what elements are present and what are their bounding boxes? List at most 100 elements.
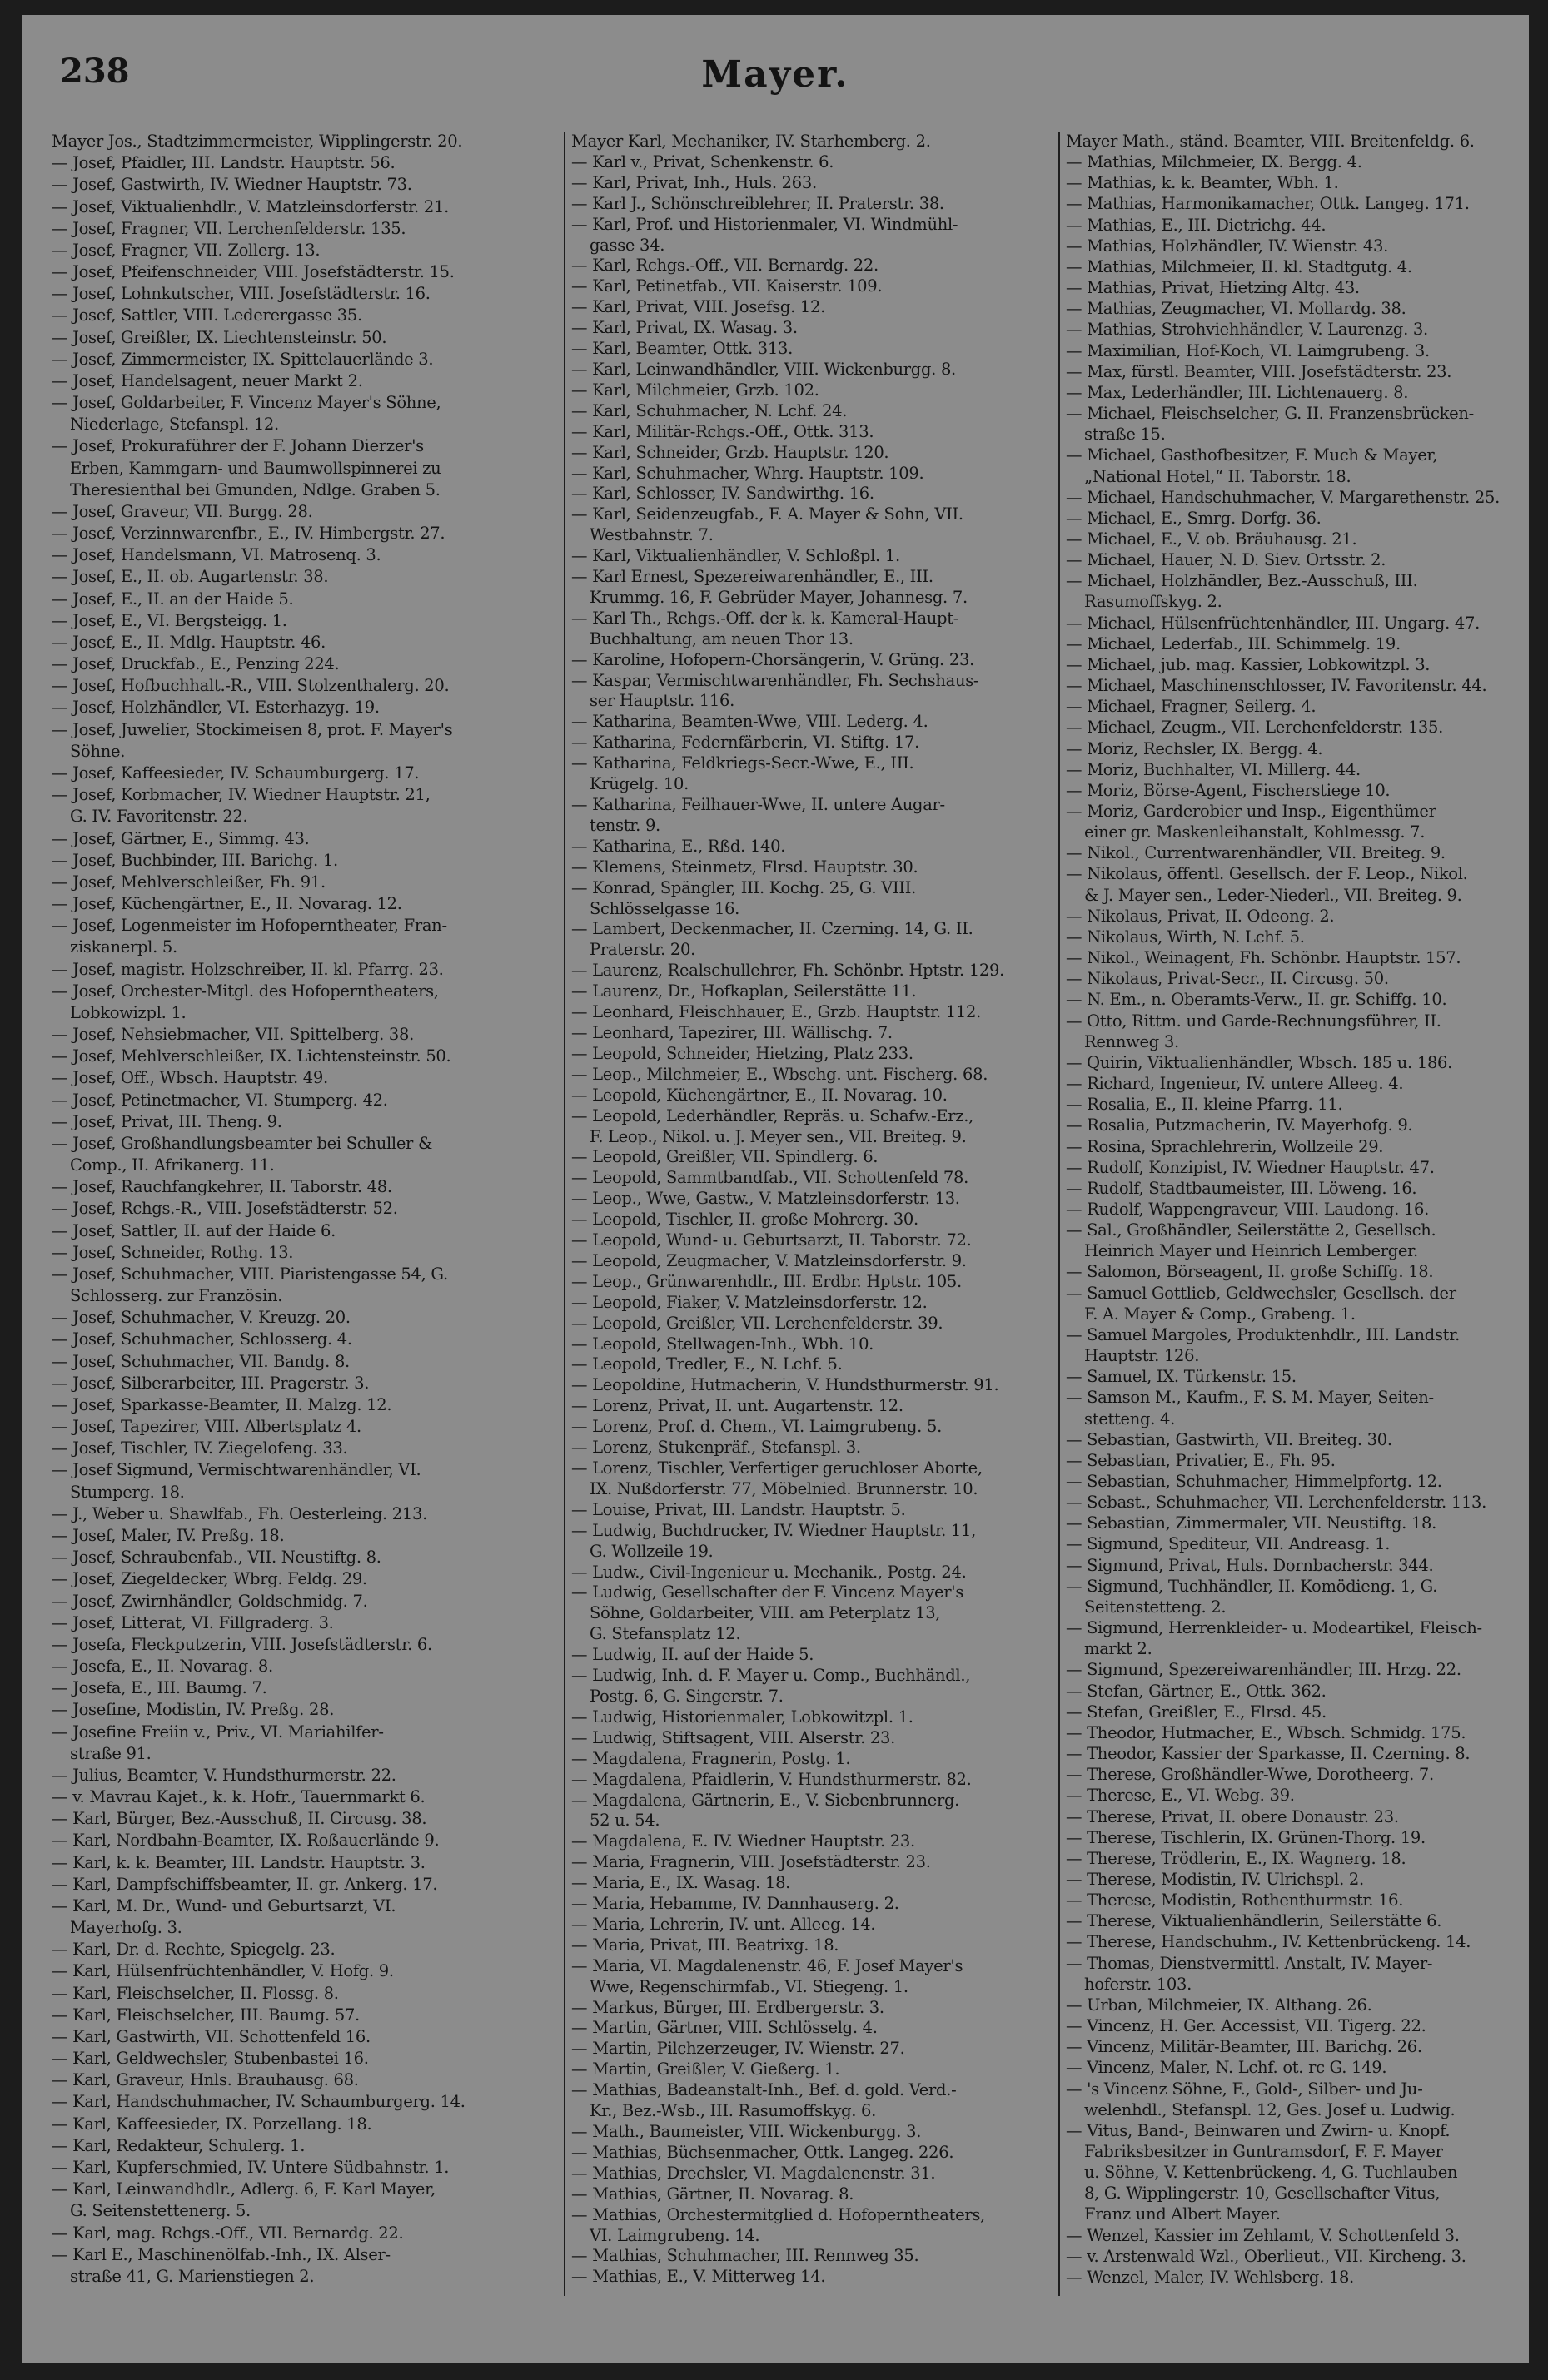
entry-column: Mayer Jos., Stadtzimmermeister, Wippling… xyxy=(52,132,558,2288)
entry-line: — Josef, Großhandlungsbeamter bei Schull… xyxy=(52,1133,433,1153)
entry-line: — Josef, Schuhmacher, Schlosserg. 4. xyxy=(52,1329,352,1349)
entry-line: — Karl, Fleischselcher, III. Baumg. 57. xyxy=(52,2005,360,2025)
entry-line: — Josef, Rauchfangkehrer, II. Taborstr. … xyxy=(52,1177,392,1197)
entry-line: — Louise, Privat, III. Landstr. Hauptstr… xyxy=(571,1499,906,1519)
entry-line: Hauptstr. 126. xyxy=(1084,1346,1200,1366)
entry-line: — Therese, Trödlerin, E., IX. Wagnerg. 1… xyxy=(1066,1848,1406,1868)
entry-line: — Sebastian, Gastwirth, VII. Breiteg. 30… xyxy=(1066,1429,1392,1449)
entry-line: — Josef, Gärtner, E., Simmg. 43. xyxy=(52,828,310,848)
entry-line: — Michael, E., Smrg. Dorfg. 36. xyxy=(1066,508,1322,528)
entry-line: Mayerhofg. 3. xyxy=(70,1918,182,1938)
entry-line: — Ludwig, Stiftsagent, VIII. Alserstr. 2… xyxy=(571,1727,896,1747)
entry-line: Stumperg. 18. xyxy=(70,1482,185,1502)
entry-line: — Josef, Prokuraführer der F. Johann Die… xyxy=(52,436,424,456)
entry-line: — Mathias, Orchestermitglied d. Hofopern… xyxy=(571,2204,985,2224)
entry-line: — Markus, Bürger, III. Erdbergerstr. 3. xyxy=(571,1997,884,2017)
entry-line: — Leopold, Stellwagen-Inh., Wbh. 10. xyxy=(571,1334,874,1354)
entry-line: — Mathias, Strohviehhändler, V. Laurenzg… xyxy=(1066,320,1428,340)
entry-line: — Karl, Dampfschiffsbeamter, II. gr. Ank… xyxy=(52,1874,438,1894)
entry-line: — Josef, Holzhändler, VI. Esterhazyg. 19… xyxy=(52,698,380,718)
entry-line: — Therese, Modistin, Rothenthurmstr. 16. xyxy=(1066,1891,1404,1910)
entry-line: — Mathias, Holzhändler, IV. Wienstr. 43. xyxy=(1066,236,1389,256)
entry-line: — Ludwig, Inh. d. F. Mayer u. Comp., Buc… xyxy=(571,1666,971,1686)
entry-line: — Wenzel, Kassier im Zehlamt, V. Schotte… xyxy=(1066,2225,1460,2245)
entry-line: — Josef Sigmund, Vermischtwarenhändler, … xyxy=(52,1460,421,1480)
entry-line: — Otto, Rittm. und Garde-Rechnungsführer… xyxy=(1066,1011,1441,1031)
entry-line: — Karl, Kaffeesieder, IX. Porzellang. 18… xyxy=(52,2114,372,2134)
entry-line: — Nikolaus, öffentl. Gesellsch. der F. L… xyxy=(1066,864,1468,884)
entry-line: — Rudolf, Konzipist, IV. Wiedner Hauptst… xyxy=(1066,1157,1435,1177)
entry-line: — Leopold, Greißler, VII. Spindlerg. 6. xyxy=(571,1147,879,1167)
entry-line: — Nikol., Weinagent, Fh. Schönbr. Haupts… xyxy=(1066,948,1461,968)
entry-line: — Rosalia, E., II. kleine Pfarrg. 11. xyxy=(1066,1095,1343,1115)
entry-line: — Martin, Greißler, V. Gießerg. 1. xyxy=(571,2060,840,2079)
entry-line: — Josef, Schuhmacher, VIII. Piaristengas… xyxy=(52,1264,448,1284)
entry-line: — Josef, magistr. Holzschreiber, II. kl.… xyxy=(52,959,444,979)
entry-line: Comp., II. Afrikanerg. 11. xyxy=(70,1155,275,1175)
entry-line: — Josef, Mehlverschleißer, Fh. 91. xyxy=(52,872,326,892)
entry-line: G. Stefansplatz 12. xyxy=(590,1624,741,1644)
entry-line: — Michael, Zeugm., VII. Lerchenfelderstr… xyxy=(1066,718,1444,738)
entry-line: — Maria, VI. Magdalenenstr. 46, F. Josef… xyxy=(571,1955,963,1975)
entry-line: — Mathias, Zeugmacher, VI. Mollardg. 38. xyxy=(1066,299,1406,319)
entry-line: Franz und Albert Mayer. xyxy=(1084,2204,1281,2224)
entry-line: — Ludwig, Historienmaler, Lobkowitzpl. 1… xyxy=(571,1707,913,1727)
entry-line: G. Seitenstettenerg. 5. xyxy=(70,2201,251,2221)
entry-column: Mayer Math., ständ. Beamter, VIII. Breit… xyxy=(1066,132,1526,2288)
entry-line: — Katharina, Feldkriegs-Secr.-Wwe, E., I… xyxy=(571,753,914,773)
entry-line: F. Leop., Nikol. u. J. Meyer sen., VII. … xyxy=(590,1126,967,1146)
entry-line: — Michael, Fragner, Seilerg. 4. xyxy=(1066,697,1317,717)
entry-line: — Lorenz, Tischler, Verfertiger geruchlo… xyxy=(571,1458,983,1478)
entry-line: — Michael, Lederfab., III. Schimmelg. 19… xyxy=(1066,634,1401,653)
entry-line: — v. Mavrau Kajet., k. k. Hofr., Tauernm… xyxy=(52,1787,426,1807)
entry-line: — Leopold, Schneider, Hietzing, Platz 23… xyxy=(571,1043,913,1063)
entry-line: — Josef, Fragner, VII. Zollerg. 13. xyxy=(52,240,321,260)
entry-line: — Karl, Milchmeier, Grzb. 102. xyxy=(571,380,819,400)
entry-line: — Leonhard, Tapezirer, III. Wällischg. 7… xyxy=(571,1022,893,1042)
entry-line: — Laurenz, Realschullehrer, Fh. Schönbr.… xyxy=(571,961,1005,981)
entry-line: — Kaspar, Vermischtwarenhändler, Fh. Sec… xyxy=(571,670,979,690)
entry-line: — Karl, Schuhmacher, N. Lchf. 24. xyxy=(571,400,848,420)
entry-line: — Josef, Lohnkutscher, VIII. Josefstädte… xyxy=(52,284,431,304)
entry-line: Praterstr. 20. xyxy=(590,940,695,960)
entry-line: — Josef, E., VI. Bergsteigg. 1. xyxy=(52,610,287,630)
entry-line: — Rudolf, Stadtbaumeister, III. Löweng. … xyxy=(1066,1178,1417,1198)
entry-line: — Karl, k. k. Beamter, III. Landstr. Hau… xyxy=(52,1852,426,1872)
entry-line: — Josef, Logenmeister im Hofoperntheater… xyxy=(52,916,447,936)
entry-line: — Quirin, Viktualienhändler, Wbsch. 185 … xyxy=(1066,1052,1453,1072)
entry-line: u. Söhne, V. Kettenbrückeng. 4, G. Tuchl… xyxy=(1084,2163,1458,2183)
entry-line: — Karl, Dr. d. Rechte, Spiegelg. 23. xyxy=(52,1940,336,1960)
entry-line: — Leop., Milchmeier, E., Wbschg. unt. Fi… xyxy=(571,1064,988,1084)
entry-line: — Josef, Pfaidler, III. Landstr. Hauptst… xyxy=(52,153,396,173)
entry-line: — Mathias, Büchsenmacher, Ottk. Langeg. … xyxy=(571,2142,954,2162)
entry-line: — Josef, Druckfab., E., Penzing 224. xyxy=(52,654,340,674)
entry-line: — Karl, Leinwandhdlr., Adlerg. 6, F. Kar… xyxy=(52,2179,436,2199)
entry-line: — Josef, Schuhmacher, V. Kreuzg. 20. xyxy=(52,1308,351,1328)
entry-line: — Karl, Viktualienhändler, V. Schloßpl. … xyxy=(571,546,900,566)
entry-line: — Karl, Nordbahn-Beamter, IX. Roßauerlän… xyxy=(52,1831,440,1851)
entry-line: & J. Mayer sen., Leder-Niederl., VII. Br… xyxy=(1084,885,1462,905)
entry-line: — Leonhard, Fleischhauer, E., Grzb. Haup… xyxy=(571,1002,981,1022)
entry-line: — Karl, Privat, IX. Wasag. 3. xyxy=(571,318,798,338)
entry-line: — Theodor, Kassier der Sparkasse, II. Cz… xyxy=(1066,1744,1471,1764)
entry-line: — Lorenz, Privat, II. unt. Augartenstr. … xyxy=(571,1396,903,1416)
entry-line: — Moriz, Buchhalter, VI. Millerg. 44. xyxy=(1066,759,1361,779)
entry-line: — Michael, Gasthofbesitzer, F. Much & Ma… xyxy=(1066,445,1438,465)
entry-line: — Mathias, Drechsler, VI. Magdalenenstr.… xyxy=(571,2163,936,2183)
entry-line: — Josef, Graveur, VII. Burgg. 28. xyxy=(52,501,313,521)
entry-line: — Karl, Fleischselcher, II. Flossg. 8. xyxy=(52,1983,339,2003)
entry-line: — Magdalena, Fragnerin, Postg. 1. xyxy=(571,1748,851,1768)
entry-line: — Leopold, Lederhändler, Repräs. u. Scha… xyxy=(571,1106,974,1125)
entry-line: — Karl, Privat, Inh., Huls. 263. xyxy=(571,172,817,192)
entry-line: — Therese, Tischlerin, IX. Grünen-Thorg.… xyxy=(1066,1827,1426,1847)
entry-line: — Michael, Maschinenschlosser, IV. Favor… xyxy=(1066,676,1487,696)
entry-line: — Katharina, Federnfärberin, VI. Stiftg.… xyxy=(571,733,920,753)
entry-line: straße 41, G. Marienstiegen 2. xyxy=(70,2266,315,2286)
entry-line: — Josef, Off., Wbsch. Hauptstr. 49. xyxy=(52,1068,328,1088)
entry-column: Mayer Karl, Mechaniker, IV. Starhemberg.… xyxy=(571,132,1053,2288)
page-number: 238 xyxy=(60,52,130,91)
entry-line: — Therese, Modistin, IV. Ulrichspl. 2. xyxy=(1066,1869,1364,1889)
entry-line: — Urban, Milchmeier, IX. Althang. 26. xyxy=(1066,1995,1372,2015)
entry-line: — Josef, Handelsmann, VI. Matrosenq. 3. xyxy=(52,545,381,565)
